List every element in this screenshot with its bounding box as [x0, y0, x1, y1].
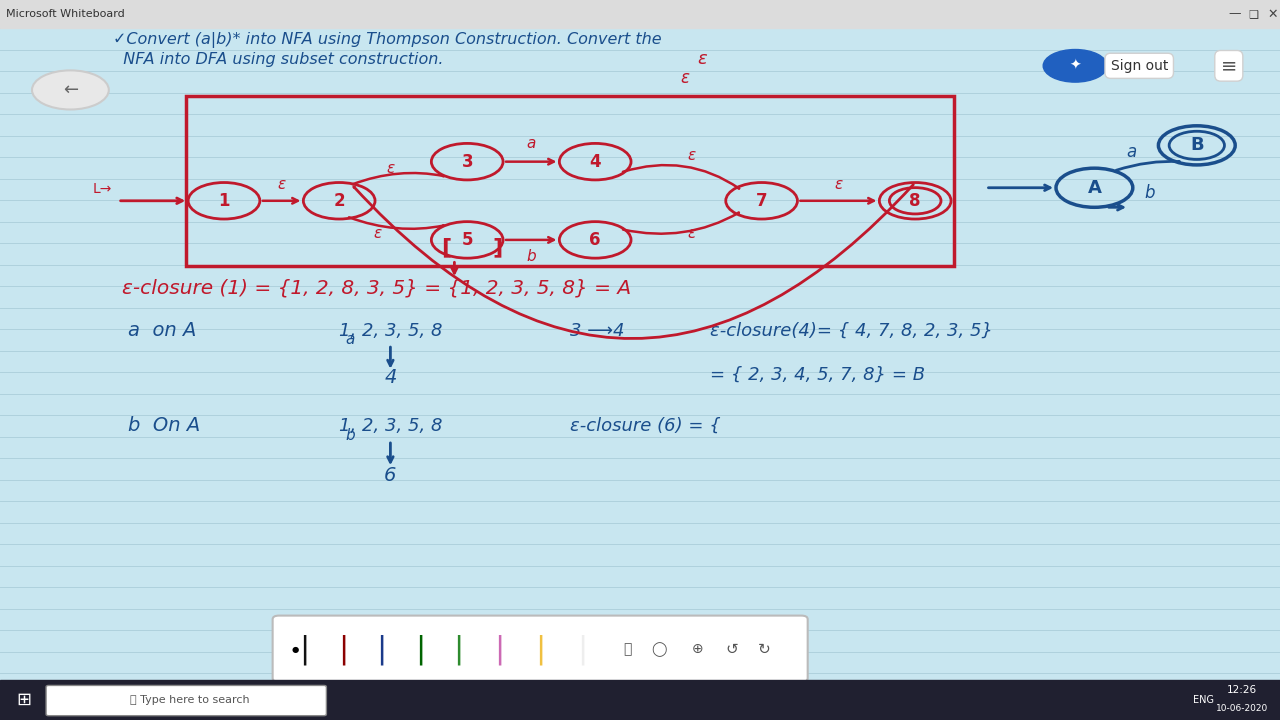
Text: 4: 4: [589, 153, 602, 171]
Text: = { 2, 3, 4, 5, 7, 8} = B: = { 2, 3, 4, 5, 7, 8} = B: [710, 366, 925, 384]
Text: ε: ε: [687, 226, 695, 241]
Text: ✓Convert (a|b)* into NFA using Thompson Construction. Convert the: ✓Convert (a|b)* into NFA using Thompson …: [113, 32, 662, 48]
Text: |: |: [338, 634, 348, 665]
Text: ε: ε: [835, 177, 842, 192]
Text: b  On A: b On A: [128, 416, 200, 435]
Text: 2: 2: [333, 192, 346, 210]
Text: A: A: [1088, 179, 1101, 197]
Text: ←: ←: [63, 81, 78, 99]
Bar: [186, 96, 954, 266]
Text: a: a: [1126, 143, 1137, 161]
Text: |: |: [577, 634, 588, 665]
Text: NFA into DFA using subset construction.: NFA into DFA using subset construction.: [113, 52, 443, 67]
Text: ✕: ✕: [1267, 7, 1277, 20]
FancyArrowPatch shape: [623, 165, 739, 189]
Circle shape: [32, 71, 109, 109]
Text: ⬜: ⬜: [623, 642, 631, 657]
Text: ε-closure (6) = {: ε-closure (6) = {: [570, 417, 721, 435]
Circle shape: [1043, 50, 1107, 82]
Text: ❑: ❑: [1248, 9, 1258, 19]
Text: ε: ε: [687, 148, 695, 163]
Text: 7: 7: [755, 192, 768, 210]
Text: ⊞: ⊞: [17, 691, 32, 709]
Text: 3 ⟶4: 3 ⟶4: [570, 322, 625, 340]
Text: [: [: [442, 237, 452, 257]
Text: ε: ε: [698, 50, 708, 68]
Text: |: |: [415, 634, 425, 665]
Text: a  on A: a on A: [128, 320, 196, 340]
Text: ε-closure(4)= { 4, 7, 8, 2, 3, 5}: ε-closure(4)= { 4, 7, 8, 2, 3, 5}: [710, 322, 993, 340]
Text: ◯: ◯: [652, 642, 667, 657]
FancyArrowPatch shape: [1116, 161, 1179, 170]
Text: 6: 6: [590, 231, 600, 249]
FancyArrowPatch shape: [355, 184, 914, 338]
Text: |: |: [376, 634, 387, 665]
Text: ε: ε: [278, 177, 285, 192]
Text: ≡: ≡: [1221, 56, 1236, 76]
Text: 4: 4: [384, 369, 397, 387]
Text: ↻: ↻: [758, 642, 771, 657]
Text: —: —: [1229, 7, 1242, 20]
Text: L→: L→: [92, 182, 111, 196]
Text: 10-06-2020: 10-06-2020: [1216, 704, 1267, 714]
Text: 1: 1: [219, 192, 229, 210]
Text: Sign out: Sign out: [1111, 59, 1167, 73]
Text: 12:26: 12:26: [1226, 685, 1257, 695]
Text: 5: 5: [462, 231, 472, 249]
FancyArrowPatch shape: [349, 217, 444, 229]
Text: ↺: ↺: [726, 642, 739, 657]
Text: Microsoft Whiteboard: Microsoft Whiteboard: [6, 9, 125, 19]
FancyArrowPatch shape: [623, 212, 739, 234]
Text: 1, 2, 3, 5, 8: 1, 2, 3, 5, 8: [339, 417, 443, 435]
Text: 8: 8: [910, 192, 920, 210]
Text: 6: 6: [384, 466, 397, 485]
Text: b: b: [346, 428, 356, 443]
Text: ●: ●: [292, 645, 300, 654]
FancyArrowPatch shape: [352, 173, 444, 184]
Text: |: |: [453, 634, 463, 665]
Text: ε: ε: [387, 161, 394, 176]
Text: a: a: [346, 332, 355, 347]
Text: 3: 3: [461, 153, 474, 171]
Text: |: |: [300, 634, 310, 665]
Text: b: b: [526, 248, 536, 264]
Text: ε: ε: [680, 69, 690, 87]
Text: b: b: [1144, 184, 1155, 202]
Text: B: B: [1190, 136, 1203, 154]
Text: |: |: [494, 634, 504, 665]
Text: ε-closure (1) = {1, 2, 8, 3, 5} = {1, 2, 3, 5, 8} = A: ε-closure (1) = {1, 2, 8, 3, 5} = {1, 2,…: [122, 279, 631, 297]
Text: ENG: ENG: [1193, 695, 1213, 705]
Text: |: |: [535, 634, 545, 665]
Text: a: a: [526, 136, 536, 151]
Text: ]: ]: [493, 237, 503, 257]
Text: 🔍 Type here to search: 🔍 Type here to search: [129, 695, 250, 705]
Text: 1, 2, 3, 5, 8: 1, 2, 3, 5, 8: [339, 322, 443, 340]
Text: ⊕: ⊕: [691, 642, 704, 657]
Text: ✦: ✦: [1069, 59, 1082, 73]
Text: ε: ε: [374, 226, 381, 241]
